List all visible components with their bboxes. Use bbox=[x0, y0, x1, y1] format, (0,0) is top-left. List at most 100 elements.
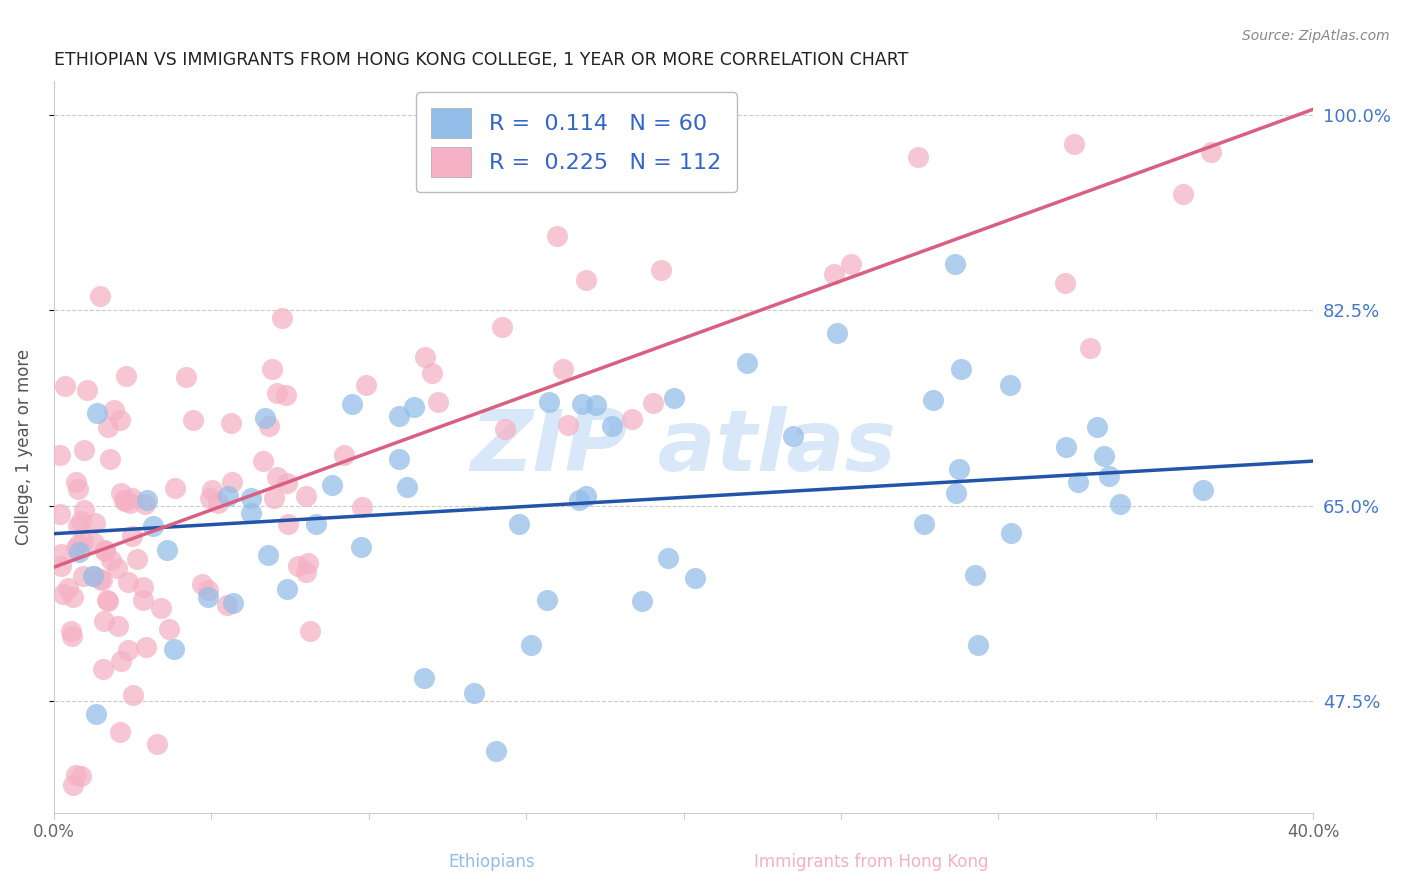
Point bbox=[83, 569, 105, 583]
Point bbox=[117, 643, 139, 657]
Point bbox=[207, 496, 229, 510]
Point bbox=[402, 400, 425, 414]
Point bbox=[266, 386, 288, 401]
Point bbox=[546, 228, 568, 243]
Point bbox=[197, 582, 219, 597]
Point bbox=[263, 491, 285, 506]
Point bbox=[108, 724, 131, 739]
Legend: R =  0.114   N = 60, R =  0.225   N = 112: R = 0.114 N = 60, R = 0.225 N = 112 bbox=[416, 93, 737, 193]
Point bbox=[201, 483, 224, 497]
Point bbox=[70, 770, 93, 784]
Point bbox=[298, 624, 321, 638]
Point bbox=[142, 519, 165, 533]
Point bbox=[157, 622, 180, 636]
Point bbox=[536, 593, 558, 607]
Point bbox=[83, 536, 105, 550]
Point bbox=[83, 516, 105, 530]
Point bbox=[557, 418, 579, 433]
Point bbox=[253, 410, 276, 425]
Point bbox=[174, 370, 197, 384]
Point bbox=[132, 580, 155, 594]
Point bbox=[295, 565, 318, 579]
Point bbox=[96, 593, 118, 607]
Point bbox=[270, 311, 292, 326]
Point bbox=[112, 493, 135, 508]
Point bbox=[67, 538, 90, 552]
Point bbox=[108, 413, 131, 427]
Point bbox=[276, 476, 298, 491]
Point bbox=[643, 396, 665, 410]
Point bbox=[823, 268, 845, 282]
Point bbox=[97, 420, 120, 434]
Point bbox=[67, 545, 90, 559]
Point bbox=[134, 497, 156, 511]
Point bbox=[631, 594, 654, 608]
Point bbox=[1054, 276, 1077, 290]
Point bbox=[66, 518, 89, 533]
Point bbox=[1063, 137, 1085, 152]
Point bbox=[1054, 440, 1077, 454]
Point bbox=[395, 480, 418, 494]
Point bbox=[110, 486, 132, 500]
Point bbox=[56, 581, 79, 595]
Text: Ethiopians: Ethiopians bbox=[449, 853, 536, 871]
Point bbox=[72, 533, 94, 548]
Point bbox=[49, 547, 72, 561]
Point bbox=[568, 492, 591, 507]
Point bbox=[191, 576, 214, 591]
Point bbox=[575, 273, 598, 287]
Point bbox=[491, 320, 513, 334]
Point bbox=[156, 543, 179, 558]
Point bbox=[49, 558, 72, 573]
Point bbox=[121, 491, 143, 505]
Point bbox=[98, 451, 121, 466]
Point bbox=[575, 489, 598, 503]
Point bbox=[945, 486, 967, 500]
Point bbox=[73, 442, 96, 457]
Point bbox=[943, 257, 966, 271]
Point bbox=[121, 529, 143, 543]
Point bbox=[49, 448, 72, 462]
Point bbox=[219, 416, 242, 430]
Point bbox=[221, 475, 243, 489]
Point bbox=[257, 419, 280, 434]
Point bbox=[145, 737, 167, 751]
Point bbox=[84, 707, 107, 722]
Point bbox=[948, 462, 970, 476]
Point bbox=[839, 257, 862, 271]
Point bbox=[93, 614, 115, 628]
Point bbox=[922, 392, 945, 407]
Point bbox=[571, 397, 593, 411]
Point bbox=[91, 661, 114, 675]
Point bbox=[340, 397, 363, 411]
Point bbox=[217, 489, 239, 503]
Point bbox=[117, 575, 139, 590]
Text: Source: ZipAtlas.com: Source: ZipAtlas.com bbox=[1241, 29, 1389, 44]
Point bbox=[321, 477, 343, 491]
Point bbox=[349, 540, 371, 554]
Point bbox=[150, 601, 173, 615]
Point bbox=[114, 493, 136, 508]
Point bbox=[110, 654, 132, 668]
Point bbox=[89, 573, 111, 587]
Point bbox=[107, 560, 129, 574]
Point bbox=[352, 500, 374, 515]
Point bbox=[53, 378, 76, 392]
Point bbox=[52, 587, 75, 601]
Point bbox=[91, 573, 114, 587]
Point bbox=[304, 516, 326, 531]
Point bbox=[551, 362, 574, 376]
Point bbox=[333, 448, 356, 462]
Point bbox=[49, 507, 72, 521]
Text: Immigrants from Hong Kong: Immigrants from Hong Kong bbox=[755, 853, 988, 871]
Point bbox=[94, 543, 117, 558]
Point bbox=[287, 559, 309, 574]
Point bbox=[600, 419, 623, 434]
Point bbox=[415, 350, 437, 364]
Point bbox=[239, 491, 262, 506]
Point bbox=[276, 582, 298, 596]
Point bbox=[76, 384, 98, 398]
Point bbox=[494, 422, 516, 436]
Point bbox=[100, 552, 122, 566]
Point bbox=[200, 491, 222, 506]
